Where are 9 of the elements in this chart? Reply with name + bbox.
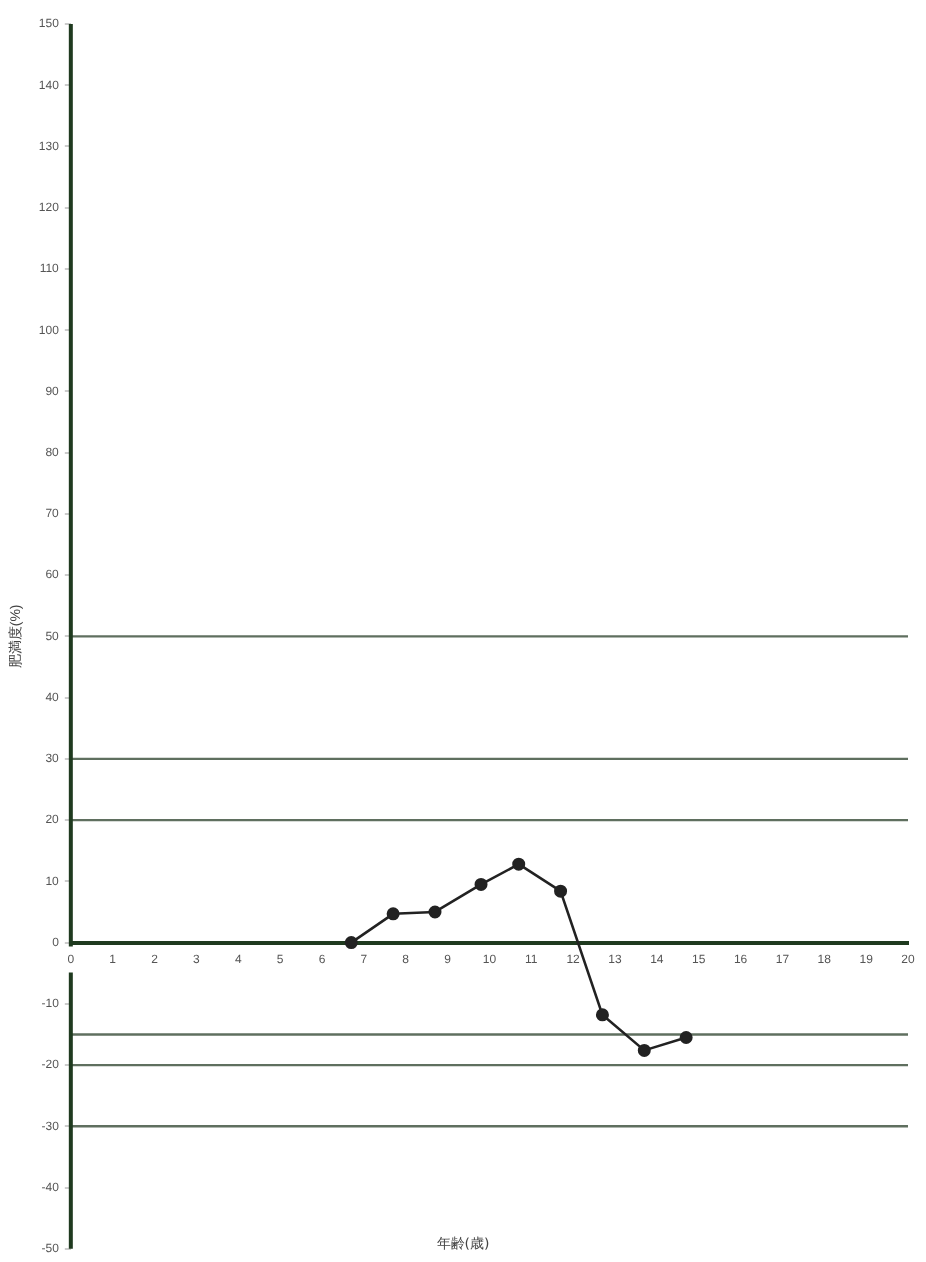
point [474,877,488,891]
point [637,1043,651,1057]
point [428,905,442,919]
point [386,907,400,921]
point [554,884,568,898]
point [595,1008,609,1022]
point [512,857,526,871]
point [679,1031,693,1045]
point [344,936,358,950]
